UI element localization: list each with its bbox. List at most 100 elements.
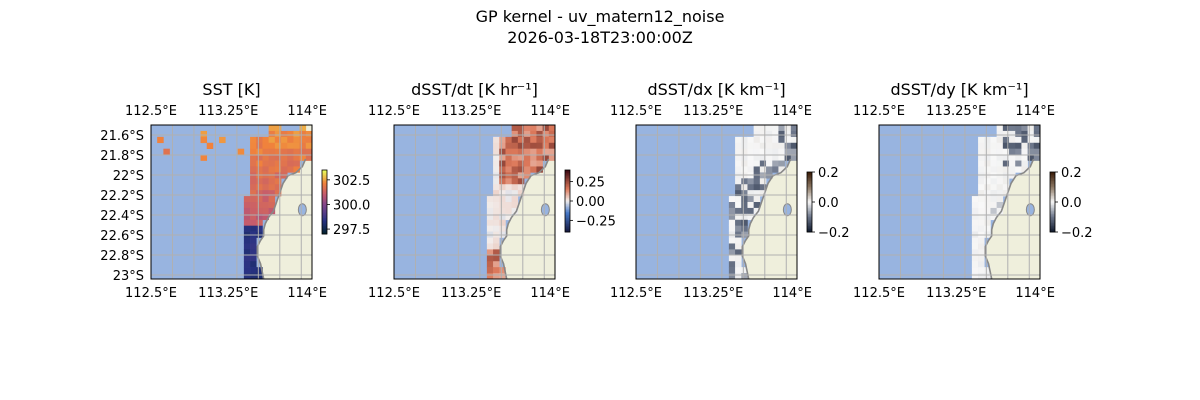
data-cell <box>747 184 754 191</box>
data-cell <box>274 130 282 138</box>
colorbar-segment <box>565 222 570 225</box>
data-cell <box>493 178 500 185</box>
data-cell <box>548 142 555 149</box>
data-cell <box>971 196 979 203</box>
colorbar-segment <box>807 227 812 230</box>
data-cell <box>274 148 282 155</box>
data-cell <box>250 160 257 167</box>
colorbar-segment <box>322 211 327 214</box>
data-cell <box>542 130 550 138</box>
data-cell <box>735 190 742 197</box>
colorbar-segment <box>565 224 570 227</box>
data-cell <box>250 166 257 173</box>
data-cell <box>978 207 985 215</box>
data-cell <box>753 130 761 138</box>
colorbar-segment <box>322 230 327 233</box>
data-cell <box>978 196 985 203</box>
colorbar-segment <box>322 186 327 188</box>
colorbar-segment <box>1050 181 1055 183</box>
data-cell <box>486 237 494 244</box>
data-cell <box>1027 142 1035 149</box>
data-cell <box>990 207 997 215</box>
data-cell <box>759 154 767 161</box>
data-cell <box>256 136 263 144</box>
data-cell <box>274 160 282 167</box>
colorbar-segment <box>1050 211 1055 213</box>
colorbar-segment <box>1050 175 1055 177</box>
x-tick-label-bottom: 112.5°E <box>125 286 177 301</box>
data-cell <box>996 178 1004 185</box>
panel-2-plot-area[interactable] <box>394 125 557 279</box>
colorbar-segment <box>1050 190 1055 192</box>
data-cell <box>517 154 525 161</box>
colorbar-segment <box>1050 199 1055 201</box>
data-cell <box>250 196 257 203</box>
data-cell <box>1021 154 1028 161</box>
colorbar-segment <box>322 176 327 179</box>
data-cell <box>281 154 288 161</box>
data-cell <box>511 142 519 149</box>
data-cell <box>984 160 991 167</box>
panel-1-plot-area[interactable] <box>151 125 314 279</box>
data-cell <box>990 202 997 209</box>
colorbar-segment <box>807 196 812 198</box>
colorbar-segment <box>807 221 812 224</box>
data-cell <box>542 125 550 132</box>
data-cell <box>984 267 991 274</box>
panel-title: SST [K] <box>202 80 260 99</box>
data-cell <box>735 166 742 173</box>
data-cell <box>1002 142 1010 149</box>
data-cell <box>511 202 519 209</box>
data-cell <box>268 125 276 132</box>
data-cell <box>971 213 979 221</box>
data-cell <box>741 160 748 167</box>
data-cell <box>996 207 1004 215</box>
data-cell <box>978 154 985 161</box>
data-cell <box>728 196 736 203</box>
land <box>985 125 1040 279</box>
colorbar-segment <box>807 215 812 218</box>
data-cell <box>256 148 263 155</box>
data-cell <box>542 154 550 161</box>
land <box>257 125 312 279</box>
data-cell <box>741 166 748 173</box>
data-cell <box>517 125 525 132</box>
colorbar-segment <box>565 202 570 205</box>
colorbar-segment <box>807 218 812 221</box>
data-cell <box>219 136 226 144</box>
panel-3-plot-area[interactable] <box>636 125 799 279</box>
data-cell <box>250 178 257 185</box>
data-cell <box>790 142 797 149</box>
data-cell <box>281 148 288 155</box>
colorbar-segment <box>1050 176 1055 179</box>
colorbar-segment <box>807 199 812 201</box>
data-cell <box>486 243 494 250</box>
data-cell <box>243 207 251 215</box>
data-cell <box>1002 154 1010 161</box>
data-cell <box>256 154 263 161</box>
data-cell <box>499 136 506 144</box>
data-cell <box>971 243 979 250</box>
colorbar-segment <box>1050 214 1055 216</box>
data-cell <box>1021 166 1028 173</box>
data-cell <box>493 273 500 279</box>
data-cell <box>741 202 748 209</box>
colorbar-segment <box>565 180 570 183</box>
data-cell <box>753 154 761 161</box>
panel-frame <box>150 124 313 280</box>
data-cell <box>250 213 257 221</box>
data-cell <box>759 125 767 132</box>
colorbar-segment <box>807 217 812 219</box>
data-cell <box>536 136 543 144</box>
colorbar-segment <box>565 213 570 216</box>
colorbar-segment <box>1050 229 1055 231</box>
data-cell <box>250 243 257 250</box>
panel-4-plot-area[interactable] <box>879 125 1042 279</box>
data-cell <box>305 154 312 161</box>
data-cell <box>784 125 792 132</box>
data-cell <box>486 273 494 279</box>
data-cell <box>990 142 997 149</box>
colorbar-segment <box>565 179 570 182</box>
data-cell <box>1002 136 1010 144</box>
x-tick-label-bottom: 113.25°E <box>926 286 986 301</box>
